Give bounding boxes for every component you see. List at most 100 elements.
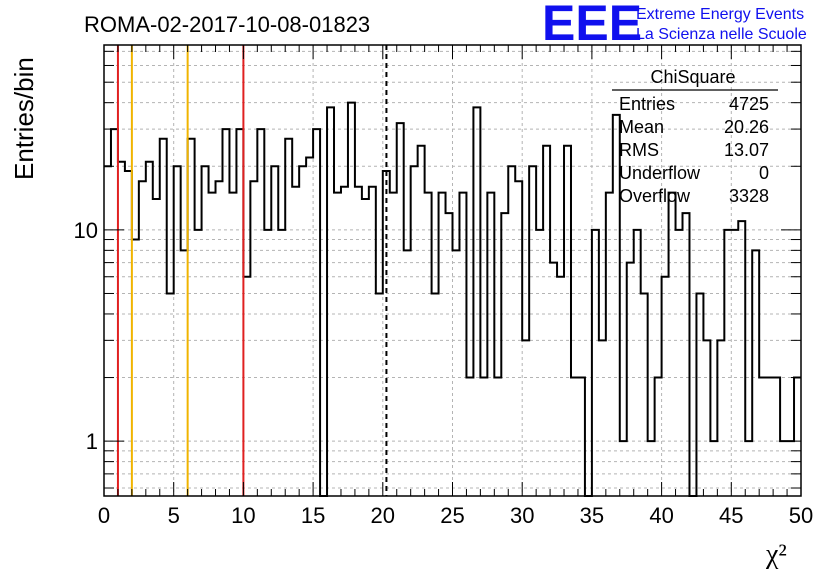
histogram-bin [160,139,167,496]
histogram-bin [209,193,216,496]
histogram-bin [794,378,801,496]
x-tick-label: 5 [168,503,180,528]
histogram-bin [146,162,153,496]
x-tick-label: 40 [649,503,673,528]
x-tick-label: 15 [301,503,325,528]
histogram-bin [292,187,299,496]
histogram-bin [606,193,613,496]
histogram-bin [571,378,578,496]
histogram-bin [648,441,655,496]
histogram-bin [216,181,223,496]
histogram-bin [362,199,369,496]
histogram-bin [299,166,306,496]
histogram-bin [780,441,787,496]
histogram-bin [480,378,487,496]
histogram-bin [578,378,585,496]
histogram-bin [264,230,271,496]
histogram-bin [104,166,111,496]
histogram-bin [773,378,780,496]
histogram-bin [522,340,529,496]
histogram-bin [515,181,522,496]
histogram-bin [181,250,188,496]
axis-ticks [103,45,802,496]
histogram-bin [418,146,425,496]
run-title: ROMA-02-2017-10-08-01823 [84,12,370,37]
histogram-bin [446,213,453,496]
histogram-bin [376,293,383,496]
histogram-bin [174,166,181,496]
stats-box-title: ChiSquare [650,67,735,87]
x-tick-label: 50 [789,503,813,528]
stats-label: Underflow [619,163,701,183]
histogram-bin [355,187,362,496]
histogram-bin [641,293,648,496]
stats-label: Mean [619,117,664,137]
histogram-bin [285,139,292,496]
histogram-bin [683,213,690,496]
histogram-bin [759,378,766,496]
histogram-bin [724,230,731,496]
stats-box: ChiSquare Entries 4725 Mean 20.26 RMS 13.07 Un… [612,67,778,206]
histogram-bin [153,199,160,496]
histogram-bin [453,250,460,496]
histogram-bin [592,230,599,496]
histogram-bin [487,193,494,496]
histogram-bin [341,187,348,496]
y-tick-label: 10 [74,218,98,243]
histogram-bin [243,277,250,496]
histogram [104,101,801,497]
histogram-bin [222,129,229,496]
histogram-bin [501,213,508,496]
histogram-bin [195,230,202,496]
histogram-bin [306,158,313,496]
histogram-bin [236,129,243,496]
y-axis-label: Entries/bin [9,57,39,180]
histogram-bin [327,107,334,496]
x-tick-label: 20 [371,503,395,528]
histogram-bin [627,263,634,496]
histogram-bin [620,441,627,496]
brand-line-2: La Scienza nelle Scuole [636,26,807,43]
histogram-bin [550,263,557,496]
histogram-bin [473,107,480,496]
histogram-bin [229,193,236,496]
histogram-bin [662,277,669,496]
histogram-bin [529,166,536,496]
histogram-bin [432,293,439,496]
y-tick-label: 1 [86,429,98,454]
histogram-bin [348,103,355,496]
histogram-bin [564,146,571,496]
histogram-bin [139,181,146,496]
histogram-bin [466,378,473,496]
stats-value: 0 [759,163,769,183]
histogram-bin [676,230,683,496]
tick-labels: 0 5 10 15 20 25 30 35 40 45 50 1 10 [74,218,814,528]
x-tick-label: 45 [719,503,743,528]
histogram-bin [766,378,773,496]
histogram-bin [118,162,125,496]
histogram-bin [536,230,543,496]
stats-label: Entries [619,94,675,114]
brand-line-1: Extreme Energy Events [636,6,804,23]
histogram-bin [411,166,418,496]
histogram-bin [250,181,257,496]
histogram-bin [669,193,676,496]
histogram-steps [104,101,801,497]
histogram-bin [752,250,759,496]
histogram-bin [132,240,139,496]
stats-value: 20.26 [724,117,769,137]
histogram-bin [278,230,285,496]
histogram-bin [334,193,341,496]
eee-logo: EEE [542,0,642,51]
histogram-bin [125,171,132,496]
x-tick-label: 25 [440,503,464,528]
histogram-bin [599,340,606,496]
histogram-bin [369,187,376,496]
x-tick-label: 10 [231,503,255,528]
histogram-bin [731,230,738,496]
x-tick-label: 0 [98,503,110,528]
histogram-bin [543,146,550,496]
histogram-bin [404,250,411,496]
stats-value: 13.07 [724,140,769,160]
histogram-bin [425,193,432,496]
